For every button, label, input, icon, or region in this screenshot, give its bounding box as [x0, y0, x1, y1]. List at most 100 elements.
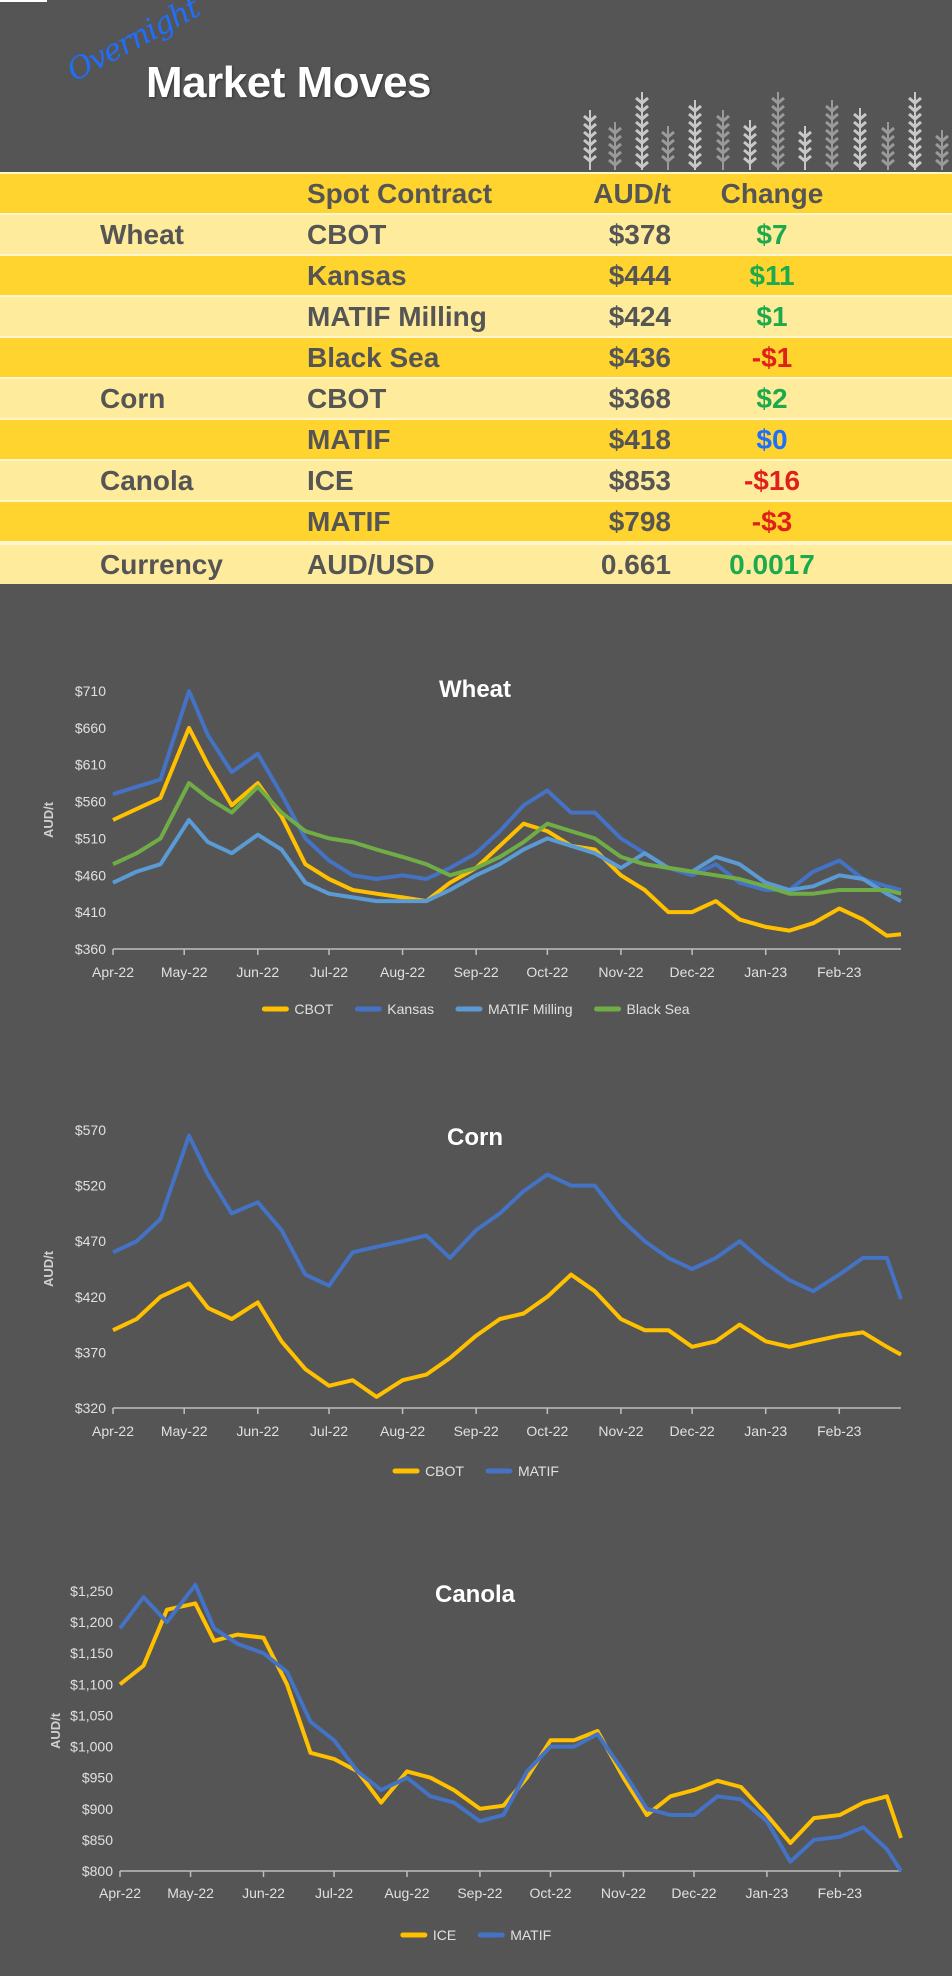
y-tick-label: $1,100 [70, 1676, 113, 1692]
contract-label: CBOT [307, 383, 387, 414]
contract-label: Kansas [307, 260, 407, 291]
x-tick-label: Jan-23 [744, 1423, 787, 1439]
y-tick-label: $660 [75, 720, 106, 736]
x-tick-label: Dec-22 [670, 1423, 715, 1439]
y-tick-label: $510 [75, 830, 106, 846]
table-row: MATIF $798 -$3 [0, 500, 952, 541]
x-tick-label: Oct-22 [526, 1423, 568, 1439]
contract-label: ICE [307, 465, 354, 496]
change-value: $0 [756, 424, 788, 455]
wheat-stalk-icon [908, 92, 922, 170]
chart-canola: Canola AUD/t $800 $850 $900 $950 $1,000 $1,050 $… [48, 1581, 903, 1943]
page-title: Market Moves [146, 58, 432, 107]
table-row: Corn CBOT $368 $2 [0, 377, 952, 418]
change-value: $7 [756, 219, 788, 250]
chart-title: Canola [435, 1581, 516, 1608]
y-tick-label: $900 [82, 1801, 113, 1817]
y-tick-label: $470 [75, 1233, 106, 1249]
x-tick-label: Sep-22 [454, 1423, 499, 1439]
change-value: $2 [756, 383, 788, 414]
wheat-stalk-icon [935, 130, 949, 170]
wheat-stalk-icon [661, 126, 675, 170]
contract-label: MATIF [307, 506, 391, 537]
legend-label: MATIF Milling [488, 1001, 573, 1017]
price-value: $853 [608, 465, 671, 496]
y-tick-label: $1,000 [70, 1739, 113, 1755]
x-tick-label: Feb-23 [817, 1423, 862, 1439]
change-value: $1 [756, 301, 788, 332]
x-tick-label: Oct-22 [529, 1885, 571, 1901]
x-tick-label: Jul-22 [310, 964, 348, 980]
table-row: Wheat CBOT $378 $7 [0, 213, 952, 254]
contract-label: MATIF [307, 424, 391, 455]
contract-label: Black Sea [307, 342, 440, 373]
price-value: 0.661 [600, 549, 671, 580]
wheat-stalk-icon [743, 120, 757, 170]
wheat-stalks-icon [583, 92, 949, 170]
change-value: 0.0017 [729, 549, 815, 580]
wheat-stalk-icon [635, 92, 649, 170]
x-tick-label: Dec-22 [670, 964, 715, 980]
wheat-stalk-icon [771, 92, 785, 170]
wheat-stalk-icon [881, 122, 895, 170]
chart-legend: ICE MATIF [400, 1927, 551, 1943]
x-tick-label: Jul-22 [310, 1423, 348, 1439]
x-tick-label: Jan-23 [744, 964, 787, 980]
y-tick-label: $460 [75, 867, 106, 883]
commodity-label: Canola [100, 465, 194, 496]
y-tick-label: $710 [75, 683, 106, 699]
legend-label: MATIF [518, 1463, 559, 1479]
x-tick-label: Nov-22 [598, 1423, 643, 1439]
price-charts: Wheat AUD/t $360 $410 $460 $510 $560 $610 $660 $7… [41, 676, 903, 1943]
price-value: $424 [608, 301, 671, 332]
chart-corn: Corn AUD/t $320 $370 $420 $470 $520 $570 Apr-22 M… [41, 1122, 903, 1479]
x-tick-label: Apr-22 [92, 1423, 134, 1439]
x-tick-label: Aug-22 [380, 1423, 425, 1439]
x-tick-label: Apr-22 [92, 964, 134, 980]
price-value: $436 [608, 342, 671, 373]
wheat-stalk-icon [825, 100, 839, 170]
table-header-row: Spot Contract AUD/t Change [0, 172, 952, 213]
y-tick-label: $560 [75, 794, 106, 810]
series-line-matif [112, 1133, 903, 1300]
legend-item: CBOT [392, 1463, 464, 1479]
header-change: Change [720, 178, 824, 209]
chart-title: Wheat [439, 676, 511, 703]
x-tick-label: May-22 [161, 1423, 208, 1439]
legend-item: MATIF Milling [455, 1001, 573, 1017]
x-tick-label: Aug-22 [384, 1885, 429, 1901]
series-line-ice [118, 1601, 903, 1845]
x-tick-label: Feb-23 [818, 1885, 863, 1901]
table-row: Canola ICE $853 -$16 [0, 459, 952, 500]
legend-label: MATIF [510, 1927, 551, 1943]
wheat-stalk-icon [853, 108, 867, 170]
y-tick-label: $370 [75, 1344, 106, 1360]
y-tick-label: $570 [75, 1122, 106, 1138]
y-tick-label: $410 [75, 904, 106, 920]
wheat-stalk-icon [688, 100, 702, 170]
y-axis-label: AUD/t [48, 1712, 63, 1749]
table-row: MATIF Milling $424 $1 [0, 295, 952, 336]
x-tick-label: Jun-22 [236, 1423, 279, 1439]
table-row: Black Sea $436 -$1 [0, 336, 952, 377]
x-tick-label: Jun-22 [236, 964, 279, 980]
x-tick-label: Nov-22 [598, 964, 643, 980]
chart-legend: CBOT MATIF [392, 1463, 559, 1479]
header-aud-t: AUD/t [593, 178, 671, 209]
x-tick-label: May-22 [161, 964, 208, 980]
price-value: $444 [608, 260, 671, 291]
series-line-black-sea [112, 781, 902, 896]
chart-wheat: Wheat AUD/t $360 $410 $460 $510 $560 $610 $660 $7… [41, 676, 902, 1017]
top-accent-bar [0, 0, 47, 2]
y-tick-label: $420 [75, 1289, 106, 1305]
x-tick-label: May-22 [167, 1885, 214, 1901]
table-row: MATIF $418 $0 [0, 418, 952, 459]
legend-item: MATIF [477, 1927, 551, 1943]
y-tick-label: $520 [75, 1178, 106, 1194]
commodity-label: Wheat [100, 219, 184, 250]
change-value: -$1 [751, 342, 793, 373]
contract-label: CBOT [307, 219, 387, 250]
series-line-cbot [112, 1272, 902, 1399]
table-row: Kansas $444 $11 [0, 254, 952, 295]
change-value: -$16 [743, 465, 801, 496]
